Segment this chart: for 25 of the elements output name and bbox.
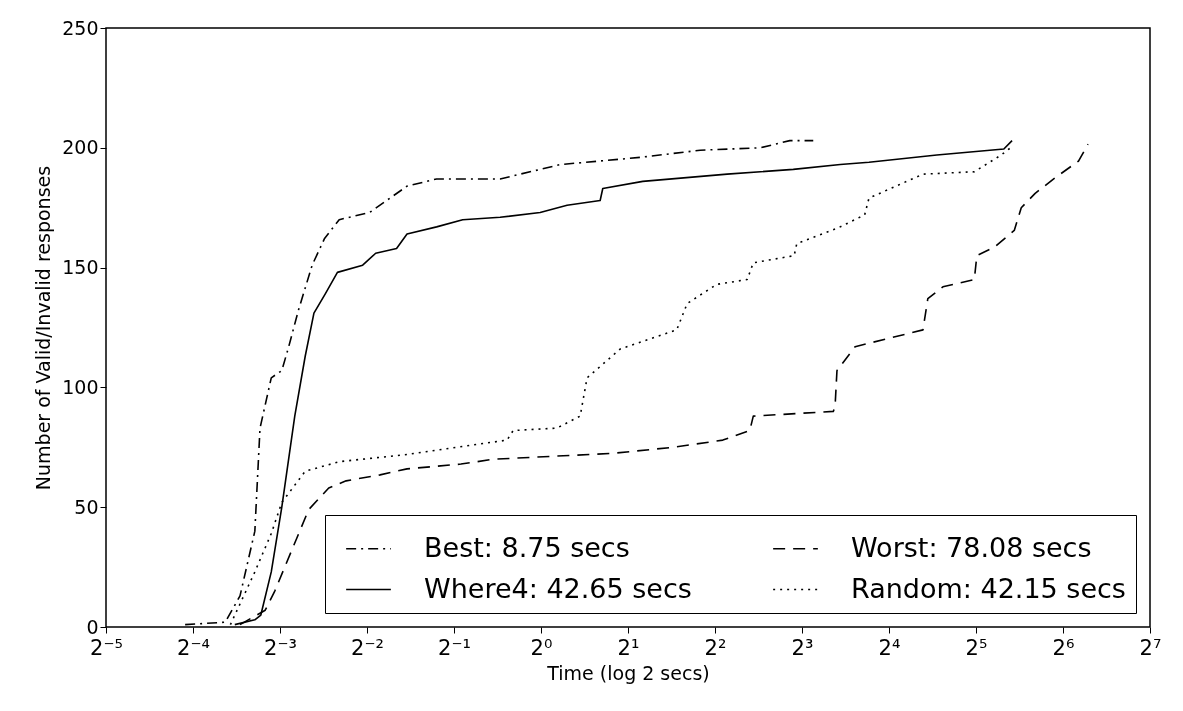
legend-label: Best: 8.75 secs xyxy=(424,531,630,563)
y-tick-label: 0 xyxy=(86,615,99,638)
y-tick-label: 150 xyxy=(62,256,99,279)
x-tick-label: 2² xyxy=(704,635,727,660)
x-axis-title: Time (log 2 secs) xyxy=(546,661,710,684)
x-tick-label: 2⁻³ xyxy=(264,635,297,660)
legend-label: Where4: 42.65 secs xyxy=(424,572,692,604)
x-tick-label: 2⁻⁵ xyxy=(90,635,123,660)
x-tick-label: 2¹ xyxy=(617,635,640,660)
y-tick-label: 50 xyxy=(74,495,99,518)
x-tick-label: 2⁴ xyxy=(878,635,901,660)
legend-label: Worst: 78.08 secs xyxy=(851,531,1092,563)
x-tick-label: 2⁷ xyxy=(1139,635,1162,660)
y-tick-label: 200 xyxy=(62,136,99,159)
y-axis-title: Number of Valid/Invalid responses xyxy=(32,165,55,491)
legend-label: Random: 42.15 secs xyxy=(851,572,1126,604)
x-tick-label: 2⁻² xyxy=(351,635,384,660)
x-tick-label: 2⁵ xyxy=(965,635,988,660)
y-tick-label: 100 xyxy=(62,375,99,398)
x-tick-label: 2⁻¹ xyxy=(438,635,471,660)
x-tick-label: 2⁰ xyxy=(530,635,553,660)
x-tick-label: 2⁶ xyxy=(1052,635,1075,660)
y-tick-label: 250 xyxy=(62,16,99,39)
x-tick-label: 2⁻⁴ xyxy=(177,635,210,660)
x-tick-label: 2³ xyxy=(791,635,814,660)
